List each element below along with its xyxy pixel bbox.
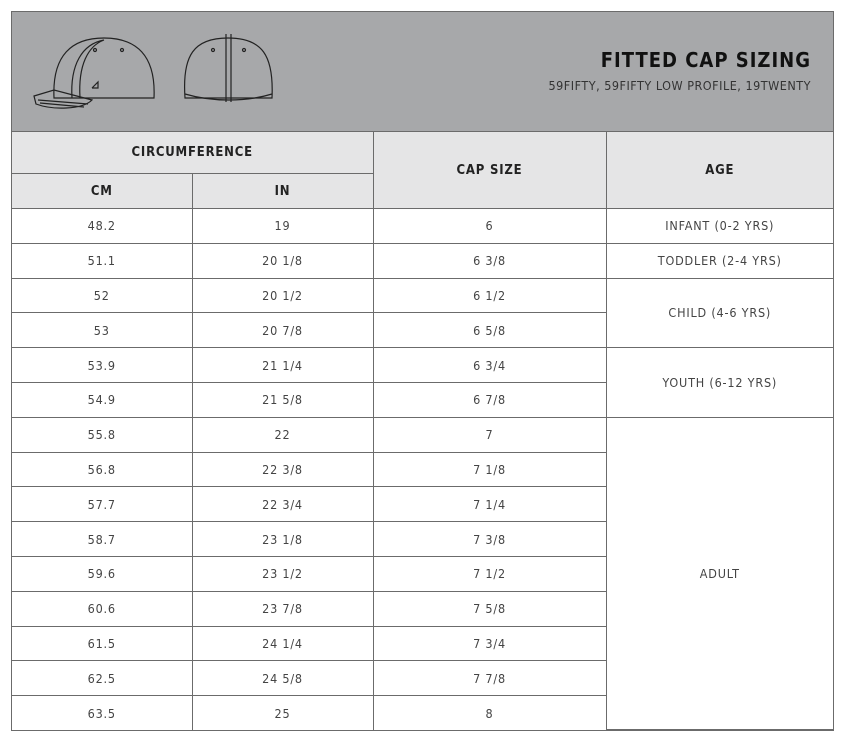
table-row: 55.8 22 7 ADULT xyxy=(12,416,833,731)
cm-cell: 58.7 xyxy=(12,521,193,557)
cm-cell: 61.5 xyxy=(12,625,193,662)
in-cell: 20 1/8 xyxy=(191,242,374,279)
table-row: 48.2 19 6 INFANT (0-2 YRS) xyxy=(12,208,833,244)
table-row: 53.9 21 1/4 6 3/4 YOUTH (6-12 YRS) xyxy=(12,347,833,418)
in-cell: 22 xyxy=(191,416,374,453)
cm-cell: 63.5 xyxy=(12,695,193,730)
table-row: 52 20 1/2 6 1/2 CHILD (4-6 YRS) xyxy=(12,277,833,349)
in-cell: 24 5/8 xyxy=(191,660,374,697)
in-cell: 19 xyxy=(191,208,374,244)
age-cell: INFANT (0-2 YRS) xyxy=(605,208,833,244)
cm-cell: 60.6 xyxy=(12,590,193,627)
age-cell: CHILD (4-6 YRS) xyxy=(605,277,833,349)
page-subtitle: 59FIFTY, 59FIFTY LOW PROFILE, 19TWENTY xyxy=(548,78,811,93)
table-row: 61.5 24 1/4 7 3/4 xyxy=(12,625,833,662)
cap-size-cell: 7 1/8 xyxy=(372,451,607,488)
cap-size-cell: 6 xyxy=(372,208,607,244)
cap-size-cell: 7 3/4 xyxy=(372,625,607,662)
in-cell: 23 7/8 xyxy=(191,590,374,627)
table-row: 63.5 25 8 xyxy=(12,695,833,730)
in-cell: 20 1/2 xyxy=(191,277,374,314)
cm-cell: 48.2 xyxy=(12,208,193,244)
cm-cell: 55.8 xyxy=(12,416,193,453)
cm-cell: 59.6 xyxy=(12,555,193,592)
table-row: 53 20 7/8 6 5/8 xyxy=(12,312,833,349)
cap-size-cell: 7 3/8 xyxy=(372,521,607,557)
cm-cell: 53.9 xyxy=(12,347,193,383)
cap-size-cell: 7 7/8 xyxy=(372,660,607,697)
in-cell: 23 1/8 xyxy=(191,521,374,557)
cm-header: CM xyxy=(12,173,193,209)
age-cell: ADULT xyxy=(605,416,833,731)
cap-size-cell: 6 3/8 xyxy=(372,242,607,279)
in-cell: 20 7/8 xyxy=(191,312,374,349)
cap-size-cell: 7 xyxy=(372,416,607,453)
cap-size-cell: 7 1/2 xyxy=(372,555,607,592)
cap-size-cell: 8 xyxy=(372,695,607,730)
age-cell: YOUTH (6-12 YRS) xyxy=(605,347,833,418)
in-cell: 23 1/2 xyxy=(191,555,374,592)
size-chart: FITTED CAP SIZING 59FIFTY, 59FIFTY LOW P… xyxy=(11,11,834,732)
cap-size-cell: 7 1/4 xyxy=(372,486,607,523)
sizing-table: CIRCUMFERENCE CAP SIZE AGE CM IN 48.2 19 6… xyxy=(12,132,833,731)
in-cell: 21 1/4 xyxy=(191,347,374,383)
cm-cell: 53 xyxy=(12,312,193,349)
in-cell: 24 1/4 xyxy=(191,625,374,662)
cap-size-cell: 6 7/8 xyxy=(372,381,607,418)
cm-cell: 62.5 xyxy=(12,660,193,697)
cm-cell: 51.1 xyxy=(12,242,193,279)
table-row: 57.7 22 3/4 7 1/4 xyxy=(12,486,833,523)
in-cell: 22 3/8 xyxy=(191,451,374,488)
table-row: 58.7 23 1/8 7 3/8 xyxy=(12,521,833,557)
in-header: IN xyxy=(191,173,373,209)
cm-cell: 54.9 xyxy=(12,381,193,418)
cm-cell: 52 xyxy=(12,277,193,314)
cap-illustration-icon xyxy=(33,34,273,109)
in-cell: 25 xyxy=(191,695,374,730)
cap-size-cell: 6 1/2 xyxy=(372,277,607,314)
table-row: 54.9 21 5/8 6 7/8 xyxy=(12,381,833,418)
table-row: 51.1 20 1/8 6 3/8 TODDLER (2-4 YRS) xyxy=(12,242,833,279)
age-cell: TODDLER (2-4 YRS) xyxy=(605,242,833,279)
table-row: 60.6 23 7/8 7 5/8 xyxy=(12,590,833,627)
cm-cell: 57.7 xyxy=(12,486,193,523)
in-cell: 22 3/4 xyxy=(191,486,374,523)
cap-size-cell: 6 5/8 xyxy=(372,312,607,349)
page-title: FITTED CAP SIZING xyxy=(600,48,811,72)
header-banner: FITTED CAP SIZING 59FIFTY, 59FIFTY LOW P… xyxy=(12,12,833,132)
table-row: 56.8 22 3/8 7 1/8 xyxy=(12,451,833,488)
in-cell: 21 5/8 xyxy=(191,381,374,418)
circumference-header: CIRCUMFERENCE xyxy=(12,132,374,174)
cap-size-cell: 6 3/4 xyxy=(372,347,607,383)
age-header: AGE xyxy=(605,132,833,209)
cm-cell: 56.8 xyxy=(12,451,193,488)
cap-size-header: CAP SIZE xyxy=(372,132,607,209)
cap-size-cell: 7 5/8 xyxy=(372,590,607,627)
